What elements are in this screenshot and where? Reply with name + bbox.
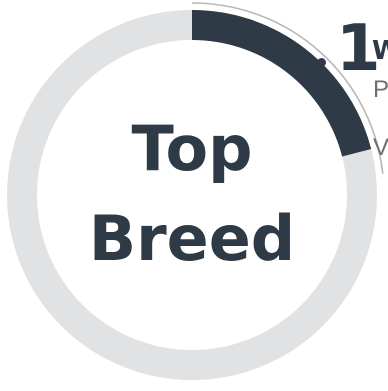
- outer-guide-arc: [191, 2, 384, 174]
- rank-subtitle-line-2: V: [373, 134, 388, 161]
- center-label-top: Top: [131, 112, 253, 185]
- rank-subtitle-line-1: P: [373, 76, 388, 103]
- rank-title-initial: W: [372, 36, 388, 66]
- rank-bullet-dot: [317, 58, 326, 67]
- center-label-breed: Breed: [88, 202, 296, 275]
- rank-number: 1: [336, 12, 381, 86]
- donut-slice-highlighted: [191, 10, 372, 157]
